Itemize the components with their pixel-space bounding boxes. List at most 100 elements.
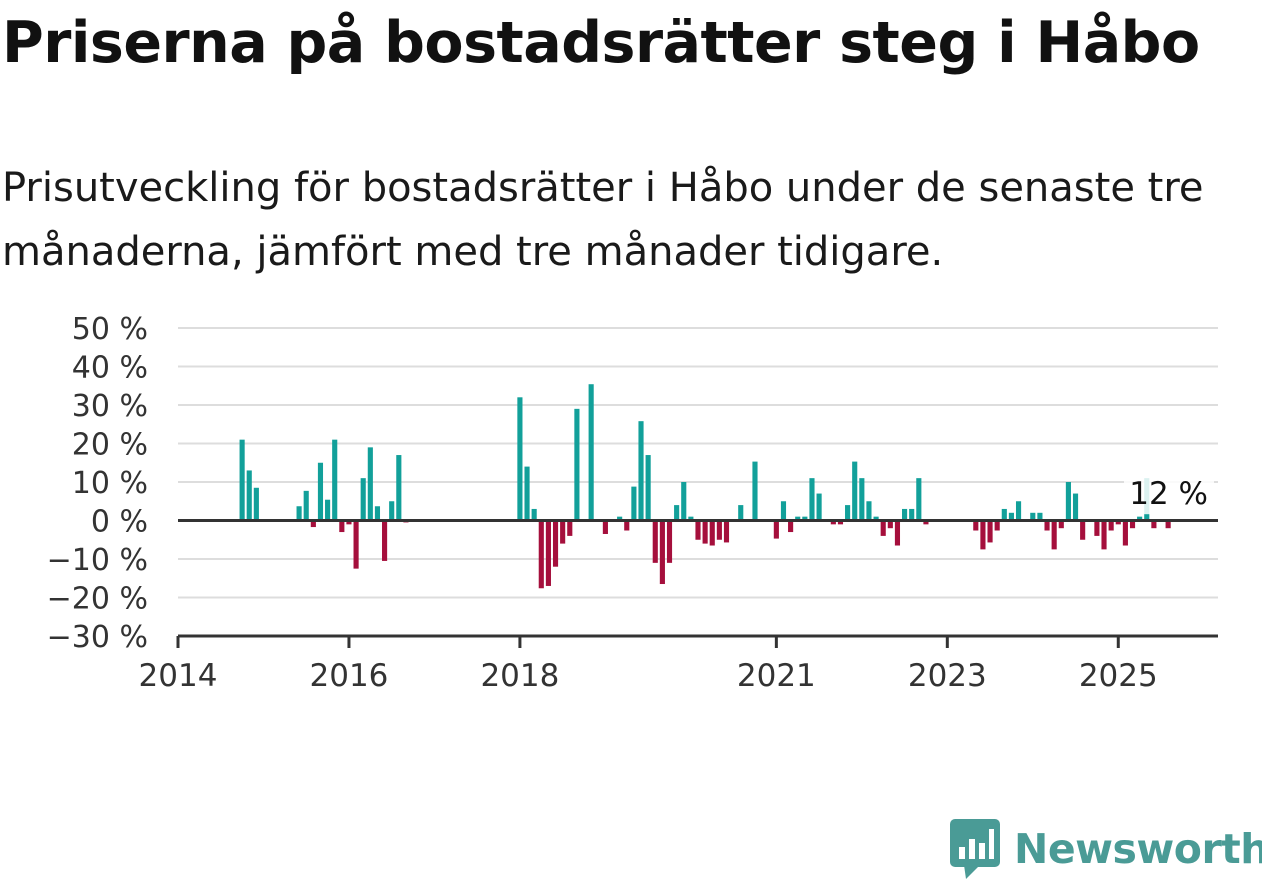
bar	[830, 520, 836, 525]
bar	[374, 506, 381, 521]
bar	[346, 520, 352, 525]
bar	[773, 520, 779, 539]
newsworthy-brand: Newsworthy	[950, 818, 1262, 880]
bar	[723, 520, 730, 543]
bar	[738, 505, 744, 521]
bar	[624, 520, 630, 531]
x-tick-label: 2018	[480, 658, 559, 694]
bar	[560, 520, 566, 544]
bar	[332, 439, 338, 521]
x-tick-label: 2021	[737, 658, 816, 694]
bar	[852, 461, 858, 521]
bar	[382, 520, 388, 561]
bar	[1151, 520, 1157, 529]
axes	[176, 519, 1218, 648]
bar	[360, 478, 366, 521]
bar	[980, 520, 986, 550]
bar	[666, 520, 673, 563]
bar	[339, 520, 345, 533]
bar	[574, 408, 580, 521]
bar	[1129, 520, 1136, 529]
labels: 50 %40 %30 %20 %10 %0 %−10 %−20 %−30 %20…	[47, 312, 1214, 694]
x-tick-label: 2016	[310, 658, 389, 694]
bar	[688, 516, 694, 521]
bar	[1065, 482, 1071, 521]
bar	[973, 520, 979, 531]
bar	[681, 482, 687, 521]
bar	[880, 520, 886, 536]
bar	[1008, 512, 1014, 521]
bar	[923, 520, 929, 525]
bar	[1101, 520, 1107, 550]
bar	[1030, 512, 1036, 521]
bar	[645, 455, 651, 521]
bar	[631, 486, 637, 521]
bar	[1080, 520, 1086, 540]
bar	[709, 520, 715, 546]
y-tick-label: −10 %	[47, 543, 148, 578]
bar	[752, 461, 758, 521]
bar	[795, 516, 801, 521]
bar	[695, 520, 701, 540]
bar	[567, 520, 573, 536]
y-tick-label: −30 %	[47, 620, 148, 655]
bar	[887, 520, 893, 529]
bar	[517, 397, 523, 521]
y-tick-label: 20 %	[72, 428, 148, 463]
bar	[1094, 520, 1100, 536]
annotation-halo	[1124, 476, 1214, 515]
bar	[367, 447, 373, 521]
bar	[531, 508, 537, 521]
bar	[909, 508, 915, 521]
y-tick-label: 30 %	[72, 389, 148, 424]
bar	[310, 520, 316, 528]
y-tick-label: −20 %	[47, 582, 148, 617]
chart-title: Priserna på bostadsrätter steg i Håbo	[2, 10, 1200, 76]
bar	[1165, 520, 1171, 529]
gridlines	[178, 327, 1218, 599]
y-tick-label: 50 %	[72, 312, 148, 347]
bar	[659, 520, 665, 585]
bar	[1115, 520, 1121, 525]
bar	[588, 384, 594, 521]
bar	[1137, 516, 1143, 521]
bar	[396, 455, 402, 521]
last-value-annotation: 12 %	[1129, 476, 1208, 512]
bar	[674, 505, 680, 521]
brand-name: Newsworthy	[1014, 825, 1262, 873]
bar	[239, 439, 245, 521]
bar	[780, 501, 787, 521]
y-tick-label: 40 %	[72, 351, 148, 386]
bar	[317, 462, 324, 521]
bar	[802, 516, 808, 521]
bar	[994, 520, 1000, 531]
bar	[1001, 508, 1007, 521]
bar	[716, 520, 722, 540]
bar	[617, 516, 623, 521]
bar	[303, 490, 309, 521]
bars	[239, 384, 1171, 589]
bar	[296, 506, 302, 521]
bar	[873, 516, 879, 521]
bar	[246, 470, 252, 521]
bar	[1108, 520, 1114, 531]
bar	[916, 478, 922, 521]
bar	[837, 520, 844, 525]
bar	[1058, 520, 1064, 529]
bar-chart: 50 %40 %30 %20 %10 %0 %−10 %−20 %−30 %20…	[47, 312, 1218, 694]
x-tick-label: 2023	[908, 658, 987, 694]
bar	[524, 466, 530, 521]
bar	[253, 487, 259, 521]
newsworthy-logo-icon	[950, 819, 1000, 879]
bar	[702, 520, 708, 544]
bar	[894, 520, 901, 546]
bar	[845, 505, 851, 521]
y-tick-label: 10 %	[72, 466, 148, 501]
bar	[1015, 501, 1022, 521]
bar	[816, 493, 822, 521]
bar	[602, 520, 608, 534]
bar	[987, 520, 993, 543]
chart-subtitle: Prisutveckling för bostadsrätter i Håbo …	[2, 165, 1204, 275]
bar	[638, 421, 644, 521]
bar	[389, 501, 395, 521]
